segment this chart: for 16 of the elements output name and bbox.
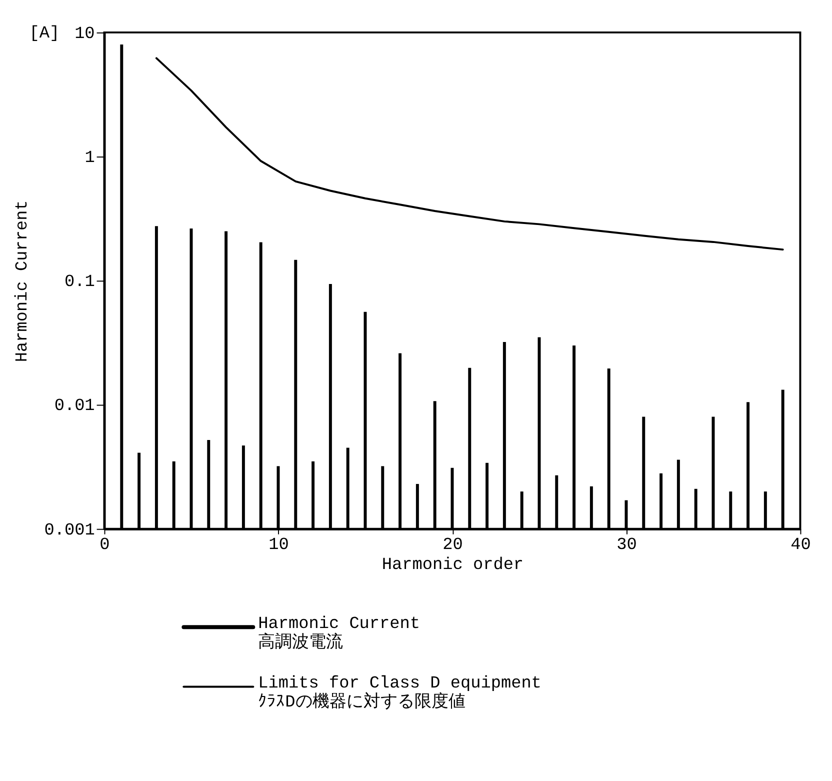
y-tick-label: 1 xyxy=(84,148,95,168)
y-tick-label: 10 xyxy=(74,24,95,44)
y-tick-label: 0.1 xyxy=(64,273,95,292)
x-axis-title: Harmonic order xyxy=(382,556,524,576)
x-tick-label: 0 xyxy=(100,536,110,556)
x-tick-label: 40 xyxy=(790,536,811,556)
y-tick-label: 0.001 xyxy=(44,521,95,540)
x-tick-label: 30 xyxy=(616,536,637,556)
legend-label: Limits for Class D equipment ｸﾗｽDの機器に対する限度値 xyxy=(258,674,542,713)
x-tick-label: 20 xyxy=(442,536,463,556)
x-tick-label: 10 xyxy=(268,536,289,556)
line-series xyxy=(155,57,784,251)
text: [A] xyxy=(29,24,60,44)
legend-label: Harmonic Current 高調波電流 xyxy=(258,615,420,653)
y-axis-title: Harmonic Current xyxy=(13,200,32,362)
y-tick-label: 0.01 xyxy=(54,397,95,416)
